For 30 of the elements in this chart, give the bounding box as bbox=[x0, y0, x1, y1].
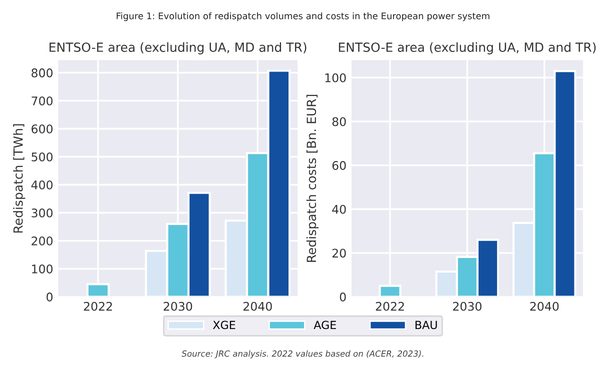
y-tick-label: 300 bbox=[32, 208, 53, 218]
y-tick-label: 40 bbox=[332, 204, 346, 214]
y-tick-label: 100 bbox=[32, 264, 53, 274]
y-tick-label: 700 bbox=[32, 96, 53, 106]
caption: Figure 1: Evolution of redispatch volumes and costs in the European power system bbox=[116, 12, 490, 22]
source-note: Source: JRC analysis. 2022 values based on (ACER, 2023). bbox=[182, 350, 424, 358]
x-tick-label: 2040 bbox=[530, 302, 559, 311]
x-tick-label: 2022 bbox=[84, 302, 112, 311]
y-tick-label: 80 bbox=[332, 117, 346, 126]
y-tick-label: 800 bbox=[32, 68, 53, 78]
chart-title: ENTSO-E area (excluding UA, MD and TR) bbox=[338, 42, 596, 54]
y-tick-label: 400 bbox=[31, 180, 53, 190]
y-axis-title: Redispatch costs [Bn. EUR] bbox=[306, 94, 319, 262]
y-tick-label: 100 bbox=[325, 73, 346, 82]
chart-title: ENTSO-E area (excluding UA, MD and TR) bbox=[50, 42, 306, 54]
y-tick-label: 200 bbox=[32, 236, 53, 246]
x-tick-label: 2030 bbox=[453, 302, 482, 311]
legend-label: XGE bbox=[212, 320, 236, 330]
x-tick-label: 2022 bbox=[376, 302, 404, 311]
y-tick-label: 60 bbox=[332, 161, 346, 170]
y-axis-title: Redispatch [TWh] bbox=[13, 124, 26, 233]
y-tick-label: 0 bbox=[340, 292, 346, 302]
y-tick-label: 600 bbox=[32, 124, 53, 134]
y-tick-label: 0 bbox=[46, 292, 53, 302]
y-tick-label: 500 bbox=[32, 152, 53, 162]
legend-label: AGE bbox=[314, 320, 336, 330]
x-tick-label: 2030 bbox=[164, 302, 192, 311]
y-tick-label: 20 bbox=[332, 248, 346, 258]
x-tick-label: 2040 bbox=[243, 302, 272, 311]
legend-label: BAU bbox=[416, 320, 437, 330]
